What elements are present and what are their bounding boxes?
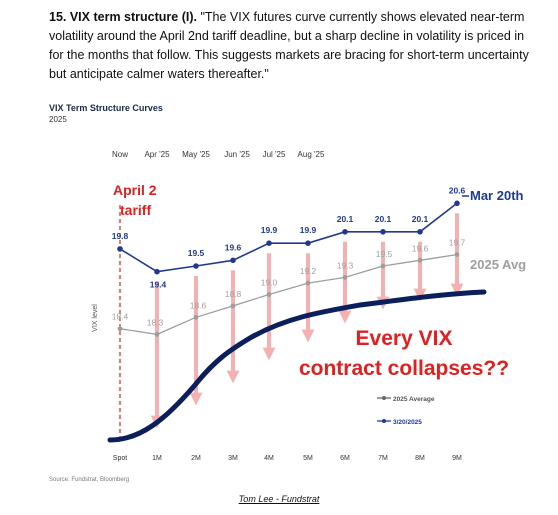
data-label-2025-average: 18.3 [147,317,164,327]
april2-annotation: April 2 [113,182,157,198]
top-month-label: Jun '25 [224,150,250,159]
data-label-mar20: 19.9 [300,225,317,235]
point-2025-average [454,252,460,257]
data-label-mar20: 20.1 [337,214,354,224]
data-label-mar20: 20.6 [449,185,466,195]
x-tick-label: 9M [452,455,462,462]
point-2025-average [380,263,386,269]
x-tick-label: 4M [264,455,274,462]
series-line-2025-average [119,253,458,336]
spot-decline-curve [107,289,487,443]
data-label-2025-average: 19.7 [449,238,466,248]
point-mar20 [193,263,199,269]
point-mar20 [154,268,160,275]
top-month-label: May '25 [182,150,210,159]
intro-heading: 15. VIX term structure (I). [49,10,197,24]
data-label-mar20: 20.1 [375,214,392,224]
point-mar20 [454,200,460,207]
source-note: Source: Fundstrat, Bloomberg [49,477,129,483]
point-mar20 [417,229,423,235]
point-2025-average [417,257,423,263]
x-tick-label: 5M [303,455,313,462]
point-2025-average [266,292,272,297]
intro-paragraph: 15. VIX term structure (I). "The VIX fut… [49,8,539,84]
point-2025-average [305,280,311,286]
x-tick-label: 6M [340,455,350,462]
x-tick-label: 1M [152,455,162,462]
data-label-2025-average: 19.2 [300,266,317,276]
x-tick-label: 7M [378,455,388,462]
top-month-label: Aug '25 [298,150,325,159]
legend-label-2025-average: 2025 Average [393,396,435,403]
x-tick-label: 2M [191,455,201,462]
series-line-mar20 [119,202,458,273]
data-label-2025-average: 19.0 [261,278,278,288]
series-label-mar20: Mar 20th [470,188,524,203]
top-month-label: Now [112,150,128,159]
point-mar20 [266,240,272,246]
legend-marker [382,419,386,423]
point-mar20 [342,229,348,235]
april2-annotation: tariff [120,202,151,218]
y-axis-label: VIX level [92,304,99,332]
data-label-mar20: 19.9 [261,225,278,235]
x-tick-label: 8M [415,455,425,462]
point-2025-average [154,332,160,337]
chart-subtitle: 2025 [49,115,67,124]
point-2025-average [193,314,199,320]
data-label-mar20: 20.1 [412,214,429,224]
intro-quote: "The VIX futures curve currently shows e… [49,10,529,81]
data-label-2025-average: 19.3 [337,260,354,270]
top-month-label: Jul '25 [263,150,286,159]
data-label-mar20: 19.4 [150,280,167,290]
top-month-label: Apr '25 [144,150,170,159]
data-label-2025-average: 18.8 [225,289,242,299]
point-mar20 [117,246,123,252]
headline-annotation: Every VIX [356,327,453,350]
point-2025-average [342,275,348,280]
point-mar20 [305,240,311,246]
data-label-2025-average: 18.6 [190,300,207,310]
legend-label-mar20: 3/20/2025 [393,419,422,426]
x-tick-label: Spot [113,455,127,462]
point-mar20 [380,229,386,235]
legend-marker [382,396,386,400]
x-tick-label: 3M [228,455,238,462]
point-mar20 [230,257,236,264]
credit-link[interactable]: Tom Lee - Fundstrat [238,494,320,504]
data-label-2025-average: 19.5 [376,249,393,259]
data-label-2025-average: 18.4 [112,312,129,322]
data-label-mar20: 19.5 [188,248,205,258]
data-label-mar20: 19.8 [112,231,129,241]
point-2025-average [230,303,236,309]
data-label-2025-average: 19.6 [412,243,429,253]
point-2025-average [117,326,123,332]
data-label-mar20: 19.6 [225,242,242,252]
chart-title: VIX Term Structure Curves [49,103,163,113]
headline-annotation: contract collapses?? [299,357,509,380]
series-label-2025-average: 2025 Avg [470,257,526,272]
